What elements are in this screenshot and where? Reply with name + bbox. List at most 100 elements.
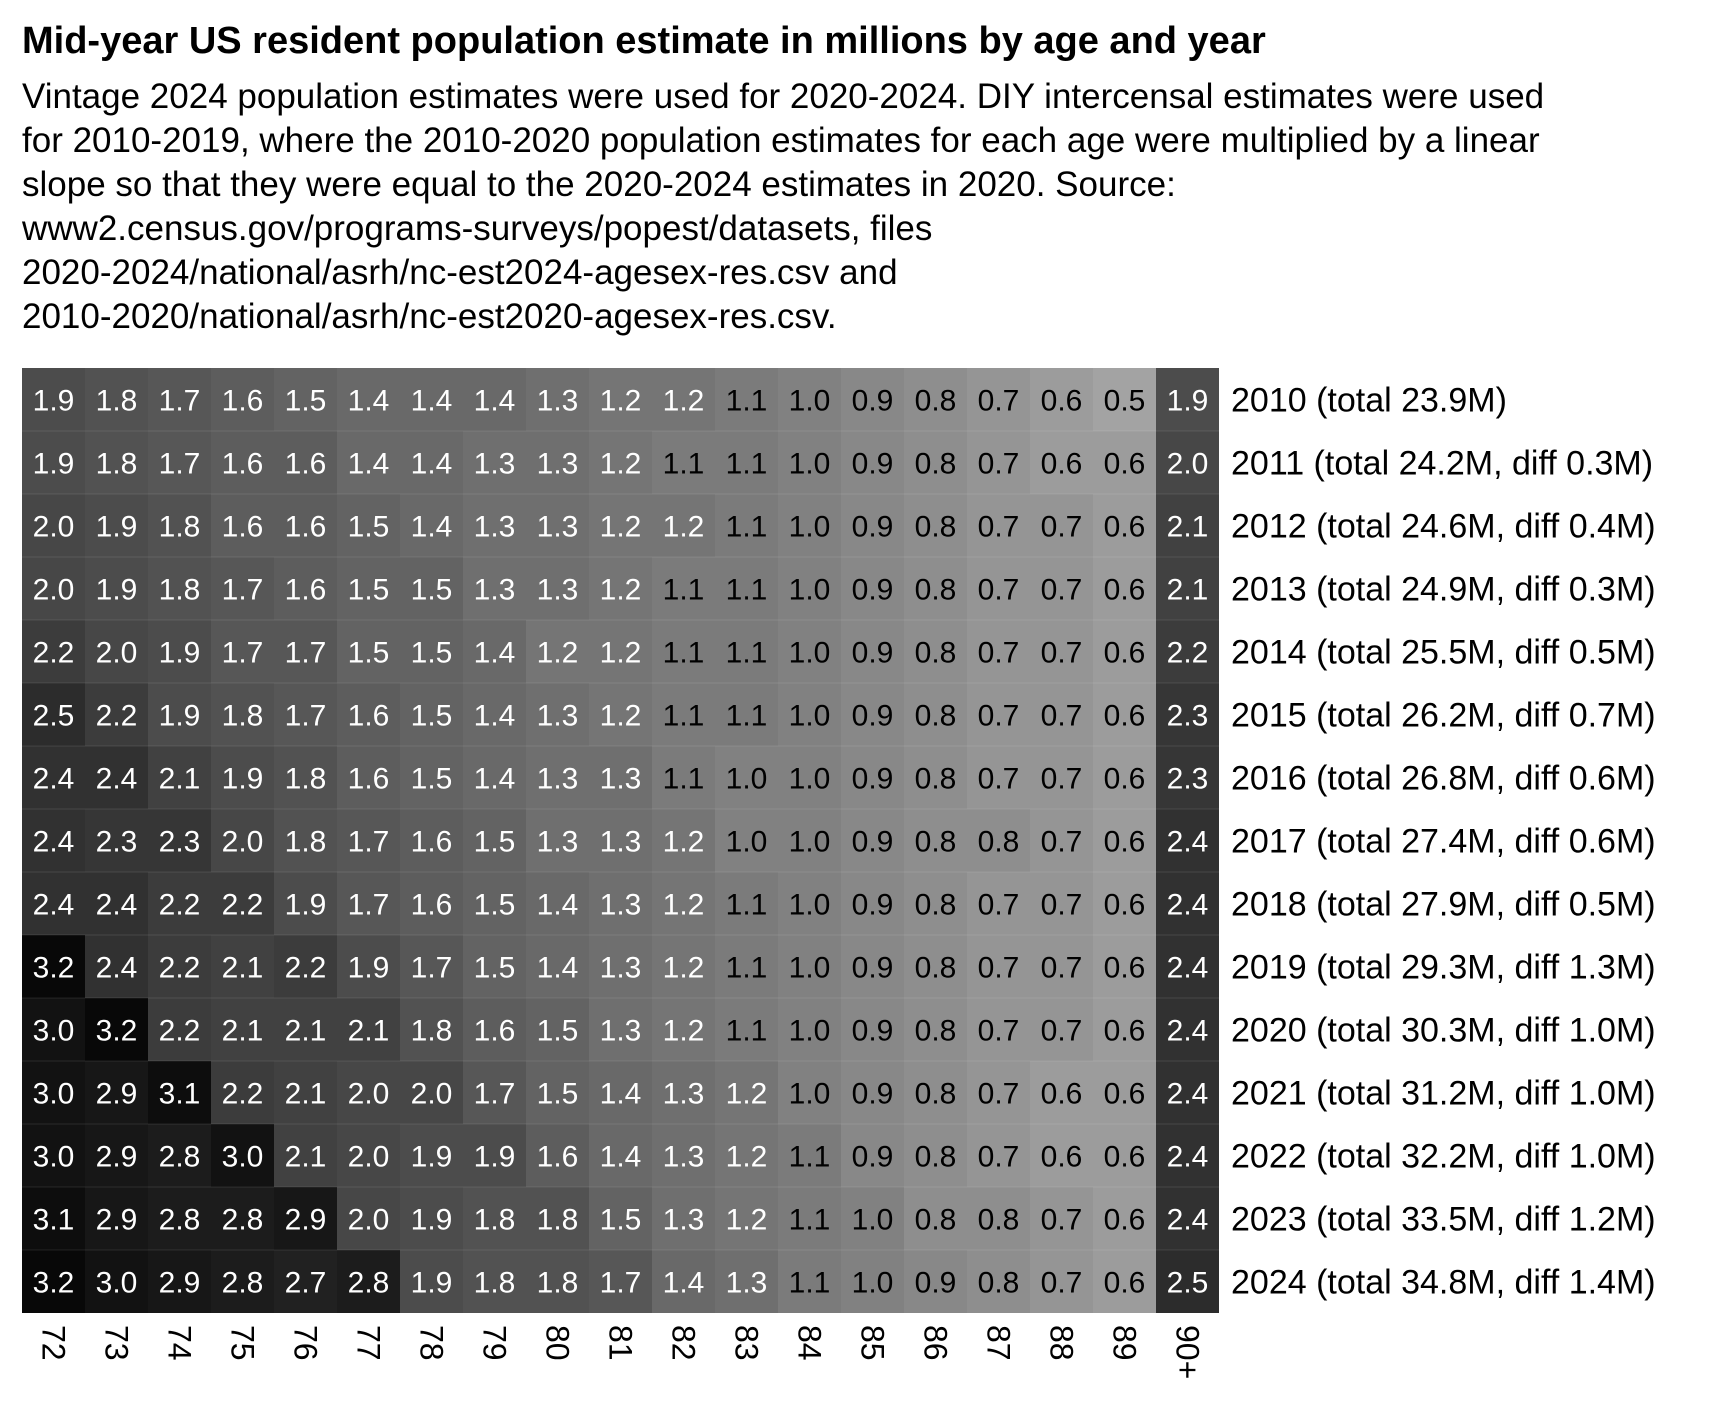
- heatmap-cell: [337, 494, 400, 557]
- heatmap-cell: [841, 1061, 904, 1124]
- x-tick-label: 72: [36, 1325, 72, 1361]
- heatmap-cell: [337, 746, 400, 809]
- cell-value-label: 2.5: [33, 700, 75, 733]
- cell-value-label: 0.9: [852, 826, 894, 859]
- cell-value-label: 2.4: [96, 889, 138, 922]
- heatmap-cell: [652, 557, 715, 620]
- cell-value-label: 0.7: [978, 952, 1020, 985]
- cell-value-label: 1.3: [474, 448, 516, 481]
- heatmap-cell: [148, 620, 211, 683]
- heatmap-cell: [904, 431, 967, 494]
- heatmap-cell: [589, 935, 652, 998]
- row-label: 2022 (total 32.2M, diff 1.0M): [1231, 1138, 1656, 1176]
- heatmap-cell: [778, 998, 841, 1061]
- row-label: 2016 (total 26.8M, diff 0.6M): [1231, 760, 1656, 798]
- heatmap-cell: [589, 1187, 652, 1250]
- heatmap-cell: [85, 683, 148, 746]
- cell-value-label: 1.0: [789, 448, 831, 481]
- cell-value-label: 1.8: [222, 700, 264, 733]
- cell-value-label: 1.4: [474, 700, 516, 733]
- cell-value-label: 2.2: [285, 952, 327, 985]
- heatmap-cell: [1093, 935, 1156, 998]
- cell-value-label: 0.7: [978, 889, 1020, 922]
- cell-value-label: 0.7: [978, 700, 1020, 733]
- cell-value-label: 2.0: [1167, 448, 1209, 481]
- cell-value-label: 1.3: [600, 889, 642, 922]
- subtitle-line: www2.census.gov/programs-surveys/popest/…: [22, 209, 933, 248]
- heatmap-cell: [85, 1250, 148, 1313]
- cell-value-label: 1.9: [159, 700, 201, 733]
- cell-value-label: 1.4: [537, 889, 579, 922]
- cell-value-label: 2.9: [96, 1141, 138, 1174]
- heatmap-cell: [1030, 1187, 1093, 1250]
- heatmap-cell: [715, 1187, 778, 1250]
- heatmap-cell: [1030, 935, 1093, 998]
- x-tick-label: 86: [918, 1325, 954, 1361]
- heatmap-cell: [211, 494, 274, 557]
- row-label: 2012 (total 24.6M, diff 0.4M): [1231, 508, 1656, 546]
- heatmap-cell: [778, 746, 841, 809]
- cell-value-label: 1.0: [789, 574, 831, 607]
- cell-value-label: 0.6: [1041, 1141, 1083, 1174]
- heatmap-cell: [967, 935, 1030, 998]
- heatmap-cell: [715, 431, 778, 494]
- cell-value-label: 0.8: [915, 385, 957, 418]
- cell-value-label: 3.0: [222, 1141, 264, 1174]
- heatmap-cell: [967, 1250, 1030, 1313]
- heatmap-cell: [778, 620, 841, 683]
- cell-value-label: 0.7: [978, 511, 1020, 544]
- heatmap-cell: [400, 935, 463, 998]
- cell-value-label: 2.4: [1167, 1141, 1209, 1174]
- heatmap-cell: [1156, 557, 1219, 620]
- cell-value-label: 2.2: [159, 889, 201, 922]
- cell-value-label: 1.5: [600, 1204, 642, 1237]
- heatmap-cell: [967, 683, 1030, 746]
- cell-value-label: 1.6: [537, 1141, 579, 1174]
- subtitle-line: for 2010-2019, where the 2010-2020 popul…: [22, 121, 1540, 160]
- heatmap-cell: [967, 494, 1030, 557]
- cell-value-label: 0.8: [915, 1204, 957, 1237]
- cell-value-label: 1.8: [285, 826, 327, 859]
- cell-value-label: 1.5: [411, 637, 453, 670]
- x-tick-label: 79: [477, 1325, 513, 1361]
- heatmap-cell: [400, 809, 463, 872]
- heatmap-cell: [904, 1061, 967, 1124]
- subtitle-line: 2020-2024/national/asrh/nc-est2024-agese…: [22, 253, 898, 292]
- heatmap-cell: [337, 872, 400, 935]
- heatmap-cell: [22, 998, 85, 1061]
- heatmap-cell: [274, 368, 337, 431]
- heatmap-cell: [778, 557, 841, 620]
- cell-value-label: 1.6: [348, 700, 390, 733]
- cell-value-label: 2.0: [411, 1078, 453, 1111]
- heatmap-cell: [778, 809, 841, 872]
- cell-value-label: 1.5: [537, 1015, 579, 1048]
- cell-value-label: 1.5: [474, 889, 516, 922]
- heatmap-cell: [1030, 557, 1093, 620]
- heatmap-cell: [1093, 998, 1156, 1061]
- heatmap-cell: [1156, 746, 1219, 809]
- heatmap-cell: [589, 368, 652, 431]
- cell-value-label: 1.9: [1167, 385, 1209, 418]
- cell-value-label: 2.2: [222, 889, 264, 922]
- heatmap-cell: [1030, 1250, 1093, 1313]
- heatmap-cell: [778, 872, 841, 935]
- cell-value-label: 1.3: [600, 1015, 642, 1048]
- cell-value-label: 0.9: [852, 385, 894, 418]
- heatmap-cell: [148, 557, 211, 620]
- heatmap-cell: [22, 1061, 85, 1124]
- cell-value-label: 1.2: [726, 1141, 768, 1174]
- cell-value-label: 1.0: [789, 826, 831, 859]
- heatmap-cell: [337, 998, 400, 1061]
- heatmap-cell: [904, 683, 967, 746]
- cell-value-label: 1.1: [726, 700, 768, 733]
- cell-value-label: 1.1: [726, 637, 768, 670]
- cell-value-label: 0.7: [1041, 889, 1083, 922]
- cell-value-label: 0.8: [915, 700, 957, 733]
- heatmap-cell: [211, 1124, 274, 1187]
- cell-value-label: 2.4: [33, 826, 75, 859]
- cell-value-label: 1.6: [474, 1015, 516, 1048]
- heatmap-cell: [400, 1250, 463, 1313]
- cell-value-label: 2.9: [96, 1078, 138, 1111]
- cell-value-label: 1.6: [222, 511, 264, 544]
